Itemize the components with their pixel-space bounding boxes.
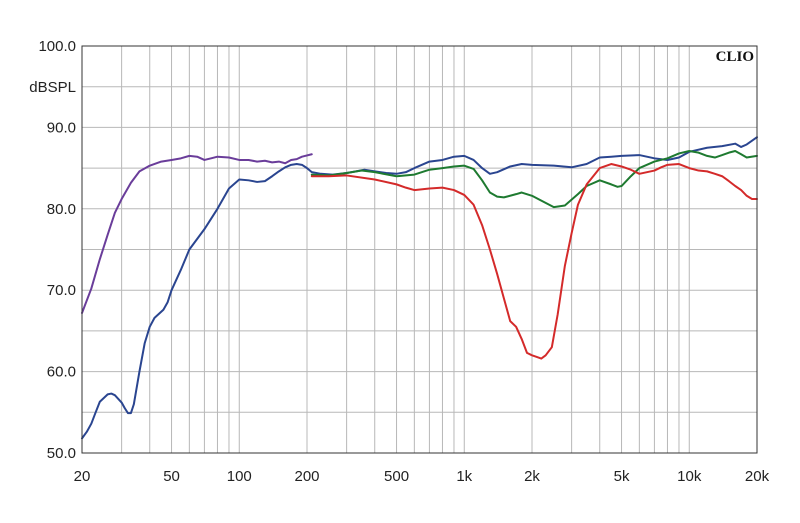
- y-tick-label: 60.0: [47, 364, 76, 381]
- brand-label-background: [704, 47, 756, 65]
- y-tick-label: 70.0: [47, 282, 76, 299]
- x-tick-label: 10k: [677, 468, 702, 485]
- chart-series: [81, 136, 758, 440]
- plot-frame: [81, 45, 758, 454]
- x-tick-labels: 20 50 100 200 500 1k 2k 5k 10k 20k: [74, 468, 770, 485]
- x-tick-label: 20k: [745, 468, 770, 485]
- series-line-4: [310, 163, 758, 360]
- x-tick-label: 1k: [456, 468, 472, 485]
- y-tick-labels: 100.0 90.0 80.0 70.0 60.0 50.0: [38, 38, 76, 462]
- series-line-3: [310, 150, 758, 209]
- y-tick-label: 100.0: [38, 38, 76, 55]
- x-tick-label: 500: [384, 468, 409, 485]
- x-tick-label: 100: [227, 468, 252, 485]
- series-line-2: [81, 136, 758, 440]
- chart-grid: [82, 46, 757, 453]
- y-axis-label: dBSPL: [29, 79, 76, 96]
- x-tick-label: 50: [163, 468, 180, 485]
- x-tick-label: 5k: [614, 468, 630, 485]
- x-tick-label: 200: [294, 468, 319, 485]
- y-tick-label: 80.0: [47, 201, 76, 218]
- x-tick-label: 20: [74, 468, 91, 485]
- y-tick-label: 90.0: [47, 119, 76, 136]
- brand-label: CLIO: [716, 49, 754, 65]
- x-tick-label: 2k: [524, 468, 540, 485]
- y-tick-label: 50.0: [47, 445, 76, 462]
- series-line-1: [81, 153, 313, 314]
